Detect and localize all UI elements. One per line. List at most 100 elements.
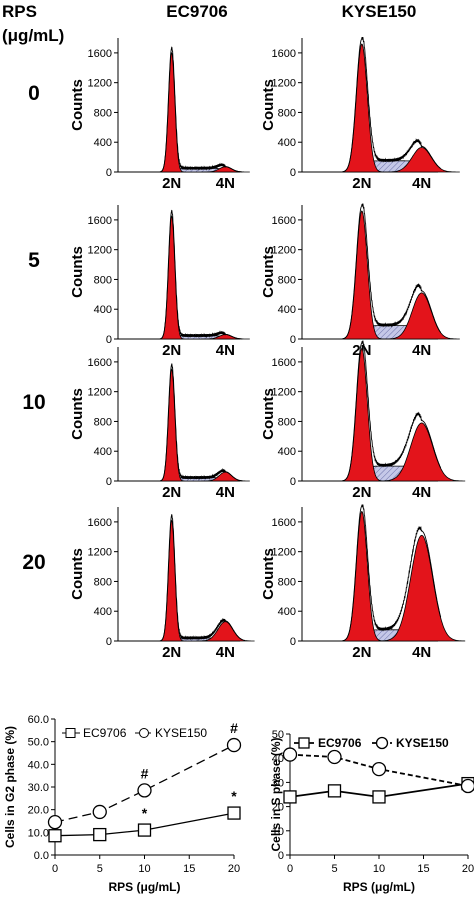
y-tick-label-0: 0	[290, 636, 296, 648]
legend-marker-kyse150	[139, 728, 149, 738]
column-title-ec9706: EC9706	[166, 2, 227, 21]
histogram-ec9706-dose-20: 0 400 800 1200 1600 Counts 2N 4N	[69, 507, 255, 661]
y-tick-label-50.0: 50.0	[28, 737, 49, 749]
point-ec9706	[327, 784, 342, 798]
histogram-kyse150-dose-10: 0 400 800 1200 1600 Counts 2N 4N	[260, 340, 466, 501]
y-tick-label-400: 400	[278, 446, 296, 458]
y-axis-label: Counts	[260, 79, 277, 131]
g1-peak	[340, 43, 384, 173]
point-ec9706	[93, 827, 107, 842]
dose-label-0: 0	[28, 82, 40, 105]
point-kyse150	[226, 737, 242, 753]
x-tick-label-15: 15	[417, 863, 429, 875]
y-tick-label-0: 0	[290, 334, 296, 346]
y-tick-label-1600: 1600	[272, 357, 296, 369]
y-tick-label-1600: 1600	[88, 517, 112, 529]
g1-peak	[340, 347, 384, 482]
y-axis-label: Counts	[260, 388, 277, 440]
label-4n: 4N	[216, 342, 235, 359]
y-tick-label-400: 400	[278, 606, 296, 618]
y-tick-label-1200: 1200	[272, 547, 296, 559]
legend: EC9706 KYSE150	[62, 726, 207, 740]
y-tick-label-30: 30	[272, 777, 284, 789]
rps-unit-header: (μg/mL)	[2, 26, 64, 45]
point-kyse150	[92, 804, 107, 820]
label-4n: 4N	[216, 644, 235, 661]
point-kyse150	[137, 783, 152, 798]
histogram-ec9706-dose-10: 0 400 800 1200 1600 Counts 2N 4N	[69, 347, 250, 501]
label-4n: 4N	[412, 484, 431, 501]
histogram-trace	[154, 363, 243, 482]
histogram-trace	[342, 340, 442, 482]
y-tick-label-0: 0	[106, 334, 112, 346]
x-tick-label-20: 20	[228, 863, 240, 875]
legend-marker-kyse150	[375, 736, 389, 750]
y-tick-label-1200: 1200	[88, 547, 112, 559]
g2-peak	[383, 146, 460, 173]
legend-label-kyse150: KYSE150	[396, 736, 449, 750]
label-4n: 4N	[216, 484, 235, 501]
series-line-kyse150	[54, 744, 235, 823]
y-tick-label-0: 0	[106, 636, 112, 648]
legend-label-kyse150: KYSE150	[155, 726, 207, 740]
x-tick-label-0: 0	[52, 863, 58, 875]
y-tick-label-1600: 1600	[88, 357, 112, 369]
histogram-kyse150-dose-20: 0 400 800 1200 1600 Counts 2N 4N	[260, 504, 466, 661]
y-axis-label: Cells in G2 phase (%)	[3, 726, 17, 848]
y-tick-label-400: 400	[94, 606, 112, 618]
y-tick-label-30.0: 30.0	[28, 782, 49, 794]
y-axis-label: Counts	[260, 548, 277, 600]
y-axis-label: Counts	[69, 548, 86, 600]
y-tick-label-0.0: 0.0	[34, 850, 49, 862]
g1-peak	[340, 510, 384, 642]
g1-peak	[158, 519, 185, 642]
significance-star: *	[142, 805, 148, 821]
g2-peak	[378, 534, 466, 642]
y-tick-label-1600: 1600	[88, 215, 112, 227]
y-axis-label: Counts	[69, 388, 86, 440]
y-tick-label-1200: 1200	[272, 387, 296, 399]
label-2n: 2N	[162, 644, 181, 661]
y-tick-label-1200: 1200	[88, 387, 112, 399]
y-tick-label-800: 800	[278, 416, 296, 428]
y-tick-label-1600: 1600	[272, 48, 296, 60]
label-2n: 2N	[352, 484, 371, 501]
y-tick-label-400: 400	[94, 137, 112, 149]
g1-peak	[340, 210, 384, 340]
histogram-grid: 0 0 400 800 1200 1600 Counts 2N 4N 0 400 800 1200 160…	[22, 36, 466, 661]
point-ec9706	[48, 829, 62, 843]
rps-header: RPS	[2, 2, 37, 21]
point-kyse150	[371, 761, 387, 777]
y-tick-label-400: 400	[94, 446, 112, 458]
point-ec9706	[283, 790, 297, 804]
histogram-trace	[154, 46, 243, 173]
legend: EC9706 KYSE150	[294, 736, 449, 750]
point-ec9706	[137, 823, 152, 837]
g2-peak	[196, 621, 255, 642]
y-axis-label: Cells in S phase (%)	[269, 737, 283, 851]
y-tick-label-800: 800	[278, 576, 296, 588]
g2-peak	[378, 422, 466, 482]
y-tick-label-800: 800	[94, 576, 112, 588]
label-4n: 4N	[412, 644, 431, 661]
y-tick-label-0: 0	[106, 476, 112, 488]
y-tick-label-800: 800	[94, 416, 112, 428]
significance-hash: #	[141, 765, 149, 781]
y-axis-label: Counts	[69, 79, 86, 131]
y-tick-label-0: 0	[290, 476, 296, 488]
histogram-ec9706-dose-0: 0 400 800 1200 1600 Counts 2N 4N	[69, 38, 250, 192]
y-tick-label-40: 40	[272, 753, 284, 765]
y-tick-label-400: 400	[278, 137, 296, 149]
y-tick-label-400: 400	[94, 304, 112, 316]
column-title-kyse150: KYSE150	[342, 2, 417, 21]
point-ec9706	[227, 806, 241, 820]
label-2n: 2N	[162, 175, 181, 192]
y-axis-label: Counts	[69, 246, 86, 298]
label-2n: 2N	[352, 175, 371, 192]
legend-label-ec9706: EC9706	[83, 726, 127, 740]
y-tick-label-0: 0	[106, 167, 112, 179]
x-tick-label-15: 15	[183, 863, 195, 875]
y-tick-label-50: 50	[272, 729, 284, 741]
y-tick-label-0: 0	[290, 167, 296, 179]
